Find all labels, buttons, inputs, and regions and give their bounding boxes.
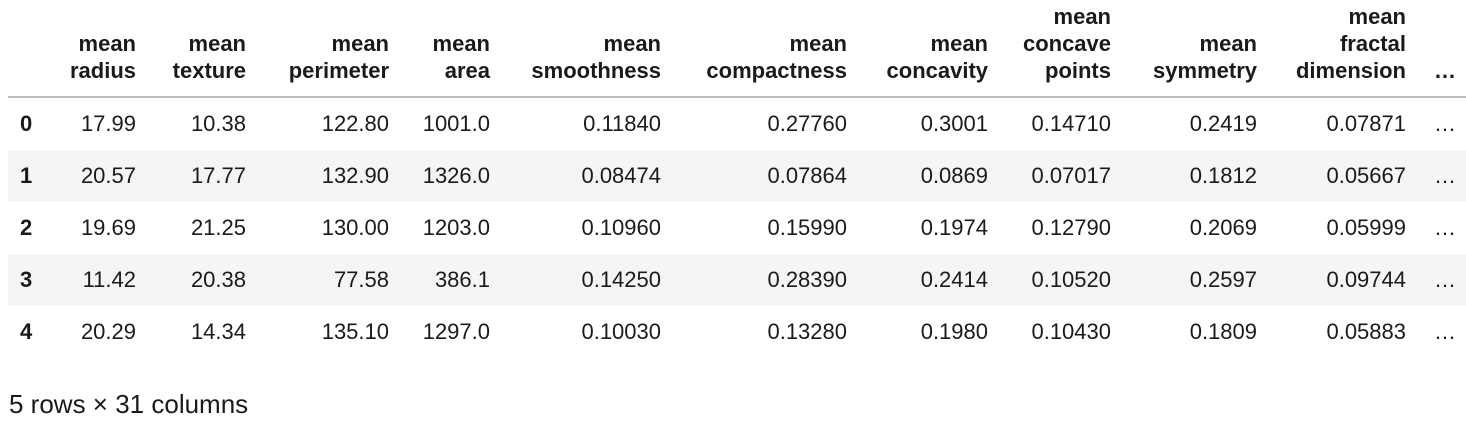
table-cell: 0.1812 — [1189, 163, 1257, 188]
table-row: 0 17.99 10.38 122.80 1001.0 0.11840 0.27760 0.3… — [8, 97, 1466, 150]
table-cell: 20.57 — [80, 163, 136, 188]
table-cell: 0.28390 — [767, 267, 847, 292]
table-cell: 0.14250 — [581, 267, 661, 292]
column-header: mean compactness — [671, 0, 857, 98]
table-cell: 0.10430 — [1031, 319, 1111, 344]
column-header: mean fractal dimension — [1267, 0, 1416, 98]
table-cell: 10.38 — [190, 111, 246, 136]
table-cell: 14.34 — [190, 319, 246, 344]
table-cell: 0.07871 — [1326, 111, 1406, 136]
index-header — [8, 0, 50, 98]
column-header-text: mean smoothness — [531, 31, 662, 83]
column-header-text: mean compactness — [706, 31, 848, 83]
table-cell: 132.90 — [321, 163, 389, 188]
table-cell: 0.2069 — [1189, 215, 1257, 240]
table-cell: … — [1434, 319, 1456, 344]
table-cell: 0.14710 — [1031, 111, 1111, 136]
table-cell: 0.3001 — [920, 111, 988, 136]
row-index: 1 — [20, 163, 33, 188]
table-row: 1 20.57 17.77 132.90 1326.0 0.08474 0.07864 0.0… — [8, 150, 1466, 202]
column-header: mean radius — [50, 0, 146, 98]
table-cell: 0.2597 — [1189, 267, 1257, 292]
table-cell: 1001.0 — [422, 111, 490, 136]
table-cell: 130.00 — [321, 215, 389, 240]
table-cell: 0.09744 — [1326, 267, 1406, 292]
header-row: mean radius mean texture mean perimeter mea… — [8, 0, 1466, 98]
table-cell: 0.05999 — [1326, 215, 1406, 240]
table-cell: 1203.0 — [422, 215, 490, 240]
table-cell: 20.38 — [190, 267, 246, 292]
table-cell: 17.99 — [80, 111, 136, 136]
table-cell: 0.1809 — [1189, 319, 1257, 344]
table-cell: 0.11840 — [583, 111, 661, 136]
table-cell: 20.29 — [80, 319, 136, 344]
row-index: 4 — [20, 319, 33, 344]
table-cell: 0.2419 — [1189, 111, 1257, 136]
table-cell: 0.13280 — [767, 319, 847, 344]
row-index: 3 — [20, 267, 33, 292]
column-header: mean symmetry — [1121, 0, 1267, 98]
table-cell: 0.0869 — [920, 163, 988, 188]
column-header-text: mean radius — [69, 31, 137, 83]
table-cell: 0.10520 — [1031, 267, 1111, 292]
table-cell: 0.10030 — [581, 319, 661, 344]
column-header: mean perimeter — [256, 0, 399, 98]
footer: 5 rows × 31 columns — [9, 389, 249, 419]
table-row: 3 11.42 20.38 77.58 386.1 0.14250 0.28390 0.241… — [8, 254, 1466, 306]
table-cell: 0.10960 — [581, 215, 661, 240]
table-cell: 1297.0 — [422, 319, 490, 344]
table-cell: 0.07017 — [1031, 163, 1111, 188]
column-header-text: mean texture — [172, 31, 246, 83]
column-header-text: mean fractal dimension — [1295, 4, 1406, 83]
row-index: 0 — [20, 111, 33, 136]
table-cell: 386.1 — [434, 267, 490, 292]
table-row: 2 19.69 21.25 130.00 1203.0 0.10960 0.15990 0.1… — [8, 202, 1466, 254]
column-header: mean smoothness — [500, 0, 671, 98]
column-header-text: mean concavity — [886, 31, 989, 83]
column-header-text: mean concave points — [1022, 4, 1112, 83]
row-index: 2 — [20, 215, 33, 240]
table-cell: 0.1980 — [920, 319, 988, 344]
table-cell: 135.10 — [321, 319, 389, 344]
column-header: mean area — [399, 0, 500, 98]
table-cell: 0.07864 — [767, 163, 847, 188]
column-header: mean concavity — [857, 0, 998, 98]
table-body: 0 17.99 10.38 122.80 1001.0 0.11840 0.27760 0.3… — [8, 97, 1466, 358]
column-header-text: mean symmetry — [1153, 31, 1257, 83]
column-header-text: … — [1434, 58, 1456, 83]
table-cell: 0.05883 — [1326, 319, 1406, 344]
table-cell: 17.77 — [190, 163, 246, 188]
column-header: mean texture — [146, 0, 256, 98]
table-cell: 21.25 — [190, 215, 246, 240]
column-header: … — [1416, 0, 1466, 98]
table-cell: 19.69 — [80, 215, 136, 240]
dataframe: mean radius mean texture mean perimeter mea… — [8, 0, 1466, 358]
table-cell: 1326.0 — [422, 163, 490, 188]
table-cell: 11.42 — [82, 267, 136, 292]
column-header-text: mean area — [432, 31, 490, 83]
table-cell: … — [1434, 111, 1456, 136]
table-header: mean radius mean texture mean perimeter mea… — [8, 0, 1466, 98]
column-header: mean concave points — [998, 0, 1121, 98]
table-cell: … — [1434, 215, 1456, 240]
table-cell: 122.80 — [321, 111, 389, 136]
table-cell: 77.58 — [333, 267, 389, 292]
table-cell: … — [1434, 267, 1456, 292]
column-header-text: mean perimeter — [288, 31, 390, 83]
table-cell: 0.05667 — [1326, 163, 1406, 188]
table-cell: … — [1434, 163, 1456, 188]
table-row: 4 20.29 14.34 135.10 1297.0 0.10030 0.13280 0.1… — [8, 306, 1466, 358]
table-cell: 0.15990 — [767, 215, 847, 240]
table-cell: 0.08474 — [581, 163, 661, 188]
table-cell: 0.27760 — [767, 111, 847, 136]
table-cell: 0.12790 — [1031, 215, 1111, 240]
table-cell: 0.2414 — [920, 267, 988, 292]
table-cell: 0.1974 — [920, 215, 988, 240]
